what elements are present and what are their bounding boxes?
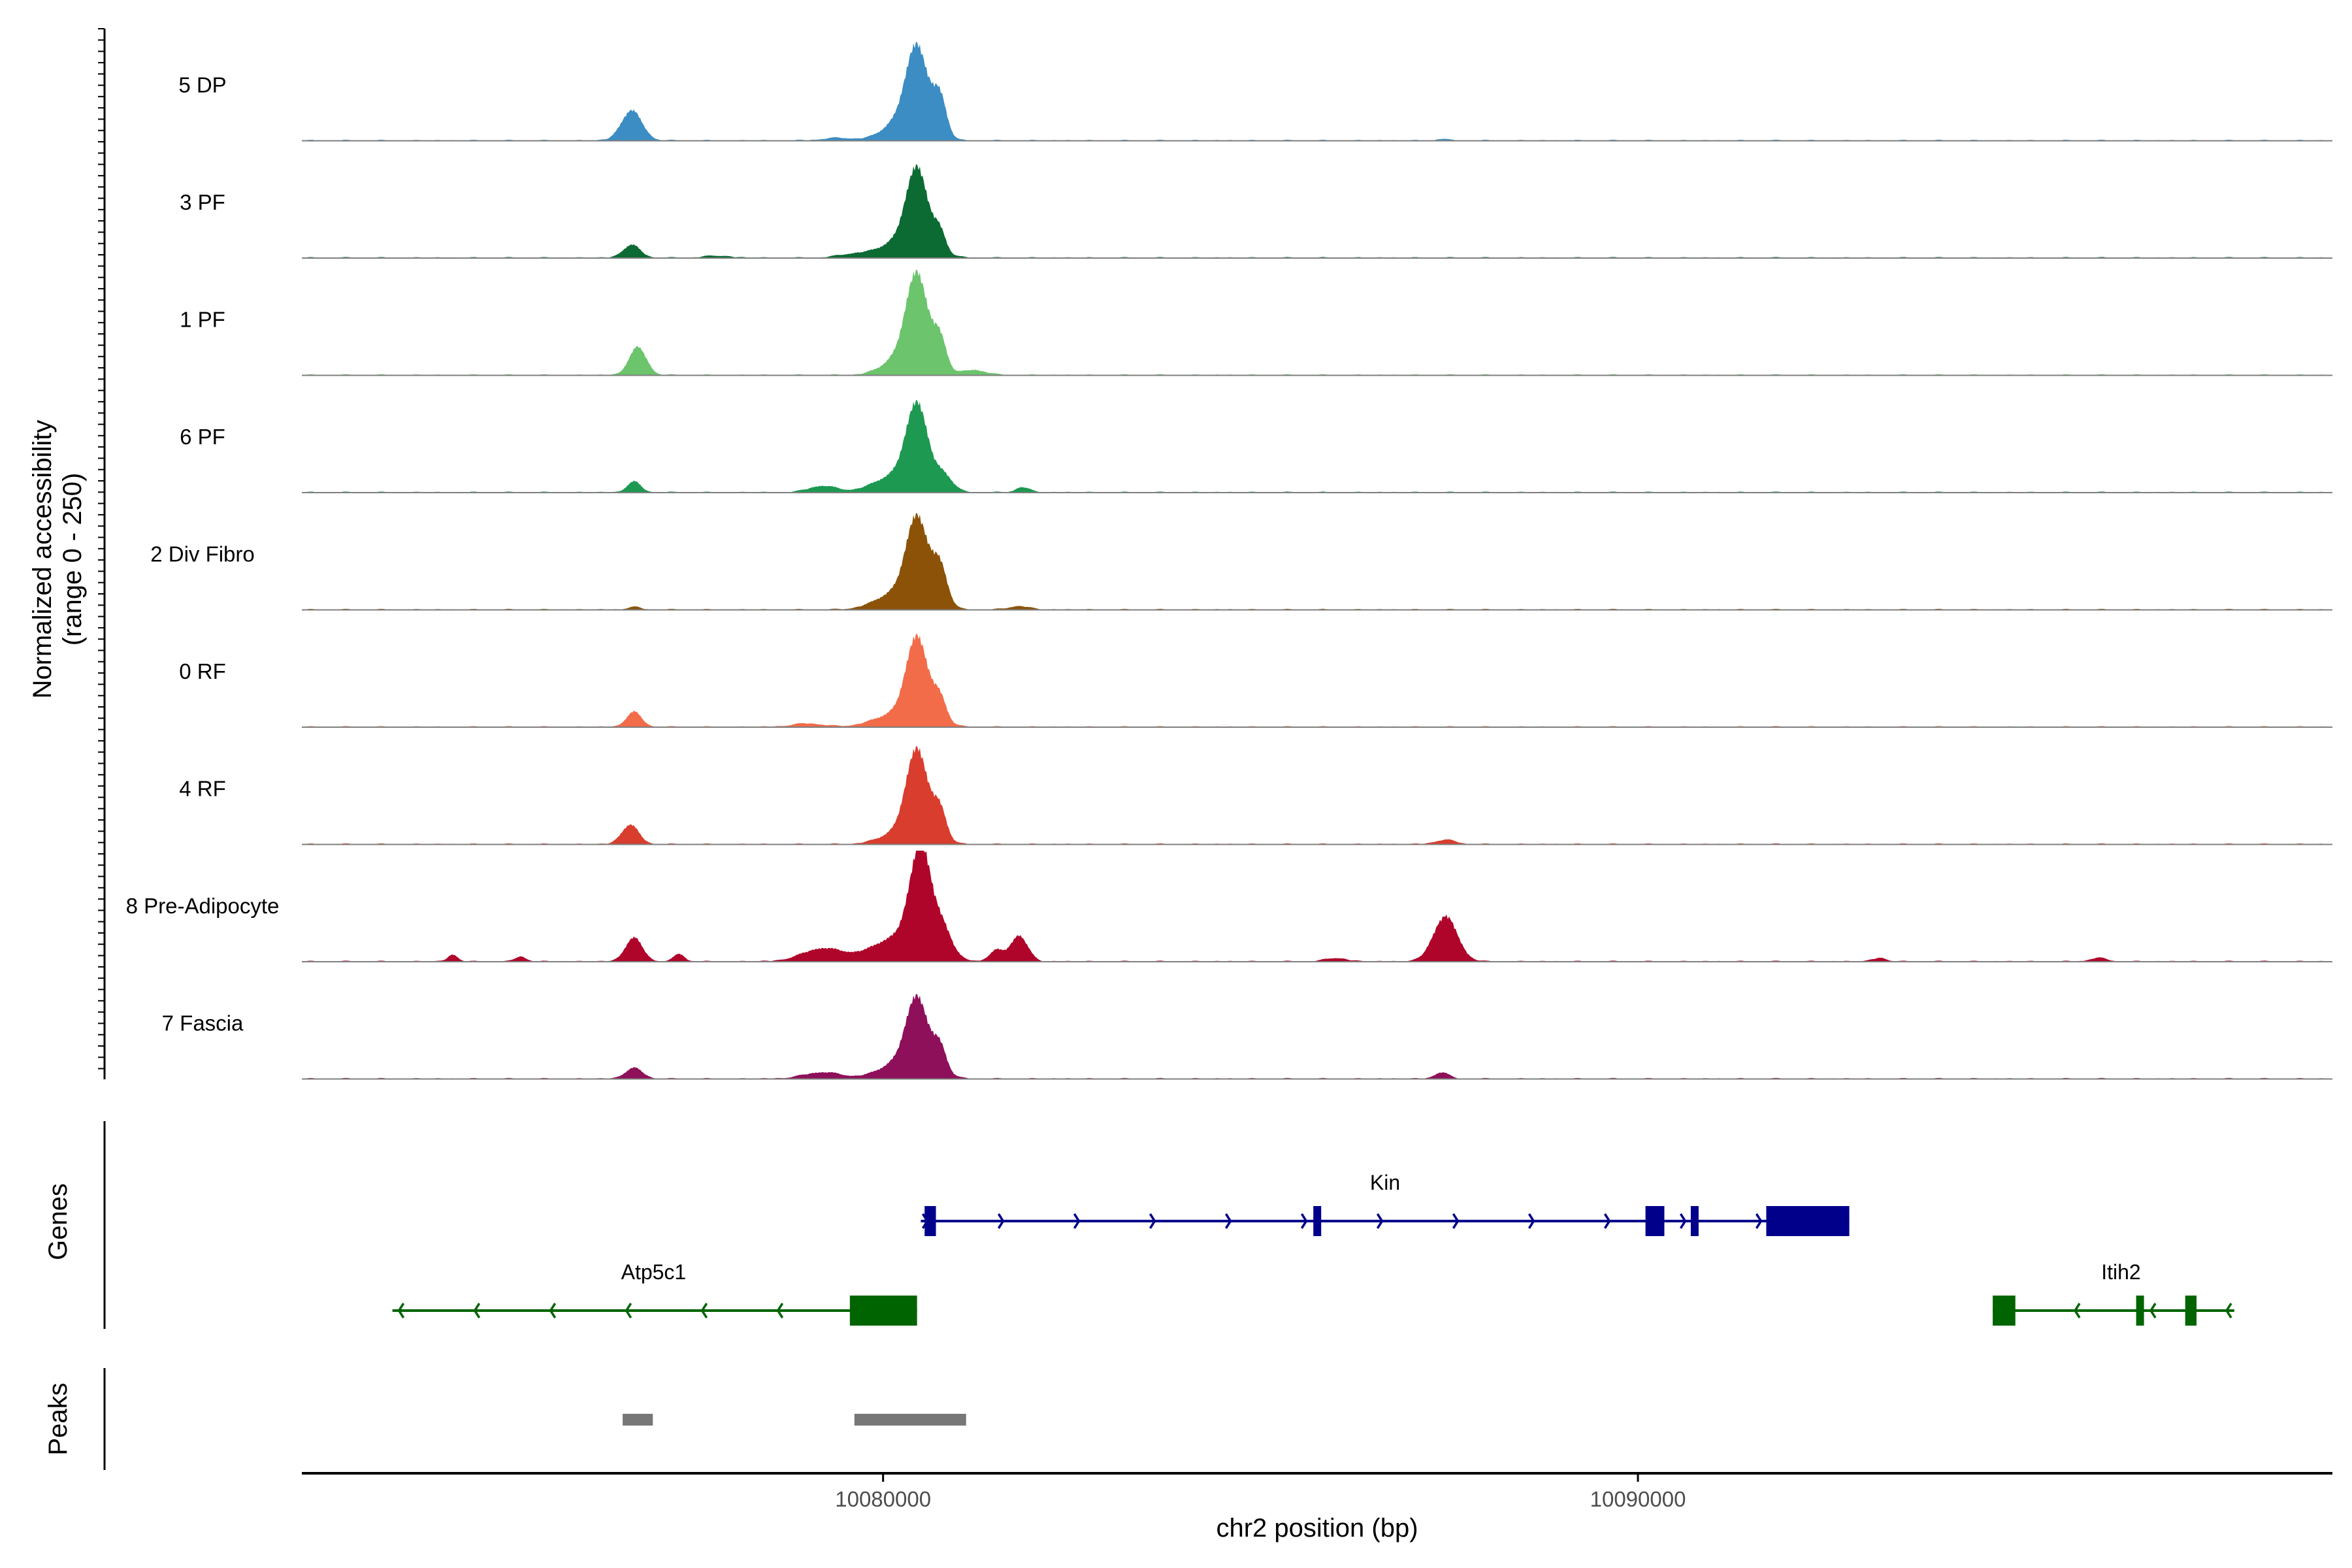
track-label-8-pre-adipocyte: 8 Pre-Adipocyte	[126, 894, 280, 918]
gene-name-atp5c1: Atp5c1	[621, 1260, 687, 1284]
peaks-track-label: Peaks	[44, 1382, 73, 1455]
y-axis-label-line2: (range 0 - 250)	[58, 473, 87, 646]
exon-itih2	[2136, 1296, 2144, 1326]
y-axis-label-line1: Normalized accessibility	[28, 420, 57, 699]
strand-arrow-kin	[997, 1213, 1005, 1229]
strand-arrow-itih2	[2149, 1303, 2157, 1318]
strand-arrow-kin	[1300, 1213, 1308, 1229]
exon-kin	[1313, 1206, 1322, 1236]
strand-arrow-kin	[1073, 1213, 1081, 1229]
strand-arrow-kin	[1755, 1213, 1763, 1229]
strand-arrow-atp5c1	[700, 1303, 708, 1318]
strand-arrow-kin	[1224, 1213, 1232, 1229]
track-label-1-pf: 1 PF	[180, 308, 225, 332]
x-tick-label: 10080000	[835, 1487, 931, 1511]
exon-atp5c1	[849, 1296, 917, 1326]
genes-track-label: Genes	[44, 1183, 73, 1260]
strand-arrow-atp5c1	[397, 1303, 405, 1318]
strand-arrow-kin	[1149, 1213, 1156, 1229]
strand-arrow-kin	[1679, 1213, 1687, 1229]
peak-region	[623, 1414, 653, 1426]
coverage-y-axis	[98, 28, 106, 1079]
gene-name-itih2: Itih2	[2101, 1260, 2140, 1284]
track-label-6-pf: 6 PF	[180, 425, 225, 449]
strand-arrow-itih2	[2073, 1303, 2081, 1318]
track-label-4-rf: 4 RF	[179, 777, 226, 801]
exon-kin	[924, 1206, 936, 1236]
strand-arrow-atp5c1	[776, 1303, 784, 1318]
x-tick-label: 10090000	[1590, 1487, 1686, 1511]
gene-name-kin: Kin	[1370, 1171, 1400, 1194]
exon-itih2	[1993, 1296, 2016, 1326]
exon-itih2	[2185, 1296, 2197, 1326]
track-label-2-div-fibro: 2 Div Fibro	[150, 542, 255, 566]
track-label-3-pf: 3 PF	[180, 190, 225, 214]
peak-region	[854, 1414, 966, 1426]
strand-arrow-kin	[1603, 1213, 1611, 1229]
track-label-7-fascia: 7 Fascia	[162, 1011, 244, 1036]
gene-annotation-track: Kin Atp5c1 Itih2	[103, 1121, 2234, 1329]
track-label-5-dp: 5 DP	[178, 73, 226, 97]
track-label-0-rf: 0 RF	[179, 659, 226, 683]
strand-arrow-atp5c1	[549, 1303, 557, 1318]
coverage-tracks: 5 DP 3 PF 1 PF 6 PF 2 Div Fibro 0 RF 4 RF 8 Pre…	[126, 41, 2332, 1080]
strand-arrow-kin	[1452, 1213, 1460, 1229]
peaks-track	[103, 1368, 966, 1470]
strand-arrow-itih2	[2225, 1303, 2232, 1318]
exon-kin	[1766, 1206, 1850, 1236]
x-axis: 10080000 10090000	[302, 1472, 2332, 1511]
strand-arrow-atp5c1	[473, 1303, 481, 1318]
strand-arrow-kin	[1376, 1213, 1384, 1229]
strand-arrow-atp5c1	[625, 1303, 632, 1318]
exon-kin	[1645, 1206, 1665, 1236]
x-axis-label: chr2 position (bp)	[1216, 1514, 1418, 1543]
strand-arrow-kin	[1527, 1213, 1535, 1229]
exon-kin	[1690, 1206, 1699, 1236]
